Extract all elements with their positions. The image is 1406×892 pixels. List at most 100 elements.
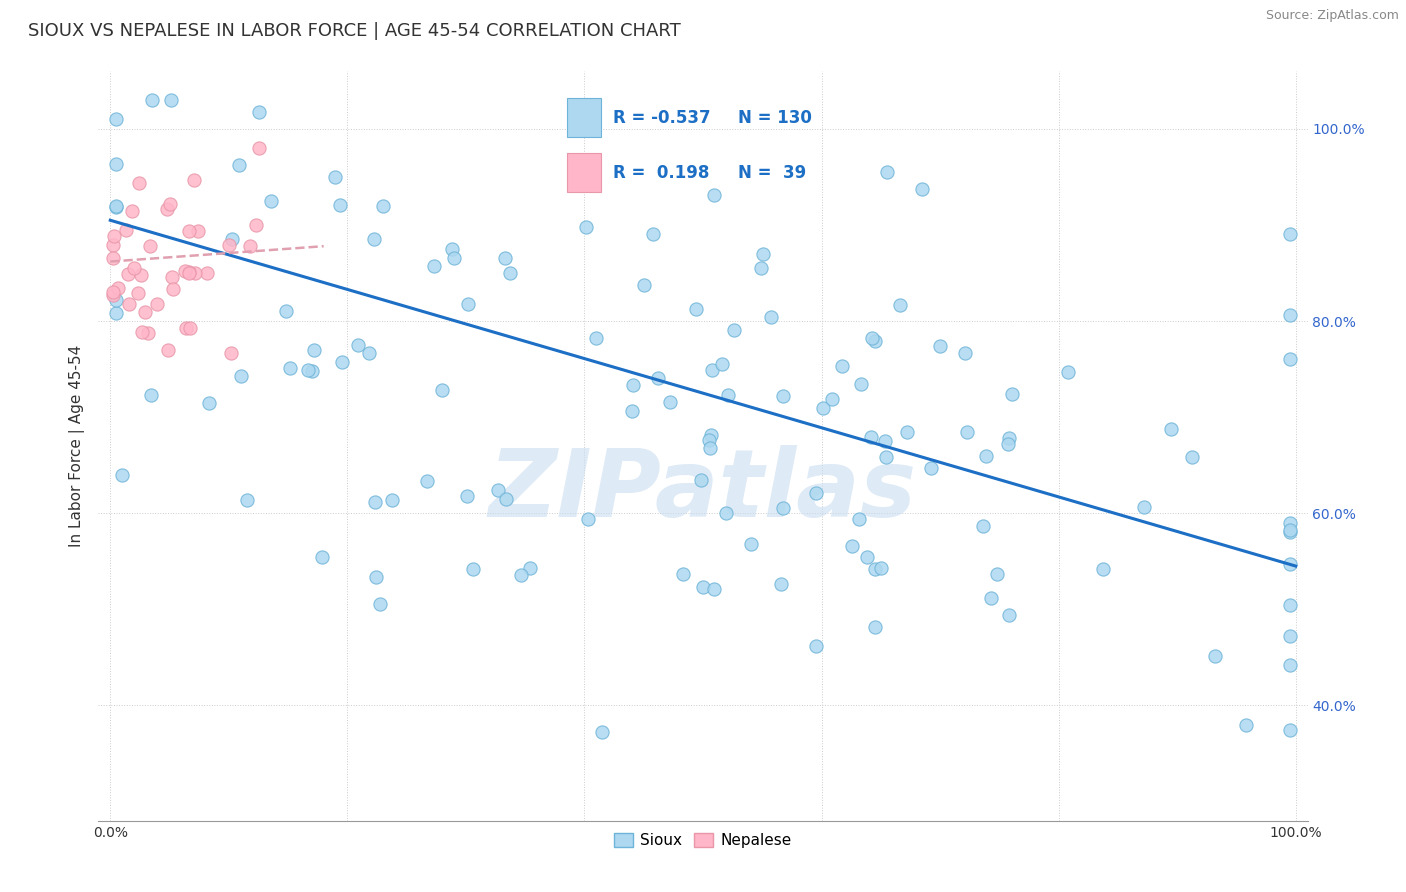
Point — [423, 259, 446, 273]
Point — [974, 449, 997, 463]
Point — [131, 325, 153, 339]
Point — [456, 489, 478, 503]
Point — [122, 260, 145, 275]
Point — [105, 306, 128, 320]
Point — [174, 320, 197, 334]
Point — [1278, 227, 1301, 241]
Point — [633, 278, 655, 293]
Point — [723, 324, 745, 338]
Point — [239, 239, 262, 253]
Text: SIOUX VS NEPALESE IN LABOR FORCE | AGE 45-54 CORRELATION CHART: SIOUX VS NEPALESE IN LABOR FORCE | AGE 4… — [28, 22, 681, 40]
Point — [672, 567, 695, 582]
Point — [221, 232, 243, 246]
Point — [105, 200, 128, 214]
Point — [101, 251, 124, 265]
Point — [107, 281, 129, 295]
Point — [111, 468, 134, 483]
Point — [103, 229, 125, 244]
Point — [229, 369, 252, 384]
Point — [280, 360, 302, 375]
Point — [1056, 366, 1078, 380]
Point — [441, 242, 464, 256]
Point — [1278, 516, 1301, 530]
Point — [621, 404, 644, 418]
Point — [276, 303, 298, 318]
Point — [197, 396, 219, 410]
Point — [1278, 309, 1301, 323]
Point — [155, 202, 177, 216]
Point — [364, 570, 387, 584]
Point — [247, 141, 270, 155]
Point — [381, 493, 404, 508]
Point — [749, 261, 772, 276]
Point — [129, 268, 152, 283]
Point — [228, 158, 250, 172]
Point — [486, 483, 509, 497]
Point — [1278, 557, 1301, 571]
Point — [859, 430, 882, 444]
Point — [575, 219, 598, 234]
Point — [101, 238, 124, 252]
Point — [160, 93, 183, 107]
Point — [772, 389, 794, 403]
Point — [371, 199, 394, 213]
Point — [585, 331, 607, 345]
Text: ZIPatlas: ZIPatlas — [489, 445, 917, 537]
Point — [218, 237, 240, 252]
Point — [499, 266, 522, 280]
Point — [690, 473, 713, 487]
Point — [986, 566, 1008, 581]
Point — [811, 401, 834, 415]
Point — [821, 392, 844, 406]
Point — [1278, 657, 1301, 672]
Point — [972, 518, 994, 533]
Point — [998, 608, 1021, 623]
Point — [184, 266, 207, 280]
Point — [260, 194, 283, 208]
Point — [368, 597, 391, 611]
Point — [519, 561, 541, 575]
Point — [359, 346, 381, 360]
Point — [1278, 723, 1301, 737]
Point — [139, 387, 162, 401]
Point — [856, 549, 879, 564]
Point — [769, 577, 792, 591]
Point — [509, 568, 531, 582]
Point — [329, 198, 352, 212]
Point — [860, 330, 883, 344]
Point — [1204, 648, 1226, 663]
Point — [865, 334, 887, 349]
Point — [363, 232, 385, 246]
Point — [641, 227, 664, 241]
Point — [1160, 422, 1182, 436]
Point — [647, 371, 669, 385]
Point — [1133, 500, 1156, 514]
Point — [134, 305, 156, 319]
Point — [105, 293, 128, 308]
Point — [1001, 387, 1024, 401]
Point — [761, 310, 783, 325]
Point — [162, 282, 184, 296]
Point — [136, 326, 159, 341]
Point — [911, 181, 934, 195]
Point — [685, 301, 707, 316]
Point — [101, 288, 124, 302]
Point — [1278, 351, 1301, 366]
Point — [121, 204, 143, 219]
Point — [699, 441, 721, 455]
Point — [920, 461, 942, 475]
Point — [751, 247, 773, 261]
Point — [195, 266, 218, 280]
Point — [325, 169, 347, 184]
Point — [929, 339, 952, 353]
Legend: Sioux, Nepalese: Sioux, Nepalese — [609, 827, 797, 855]
Point — [183, 172, 205, 186]
Y-axis label: In Labor Force | Age 45-54: In Labor Force | Age 45-54 — [69, 345, 86, 547]
Point — [1234, 717, 1257, 731]
Point — [457, 297, 479, 311]
Point — [692, 580, 714, 594]
Point — [105, 199, 128, 213]
Point — [980, 591, 1002, 606]
Point — [804, 639, 827, 653]
Point — [849, 377, 872, 392]
